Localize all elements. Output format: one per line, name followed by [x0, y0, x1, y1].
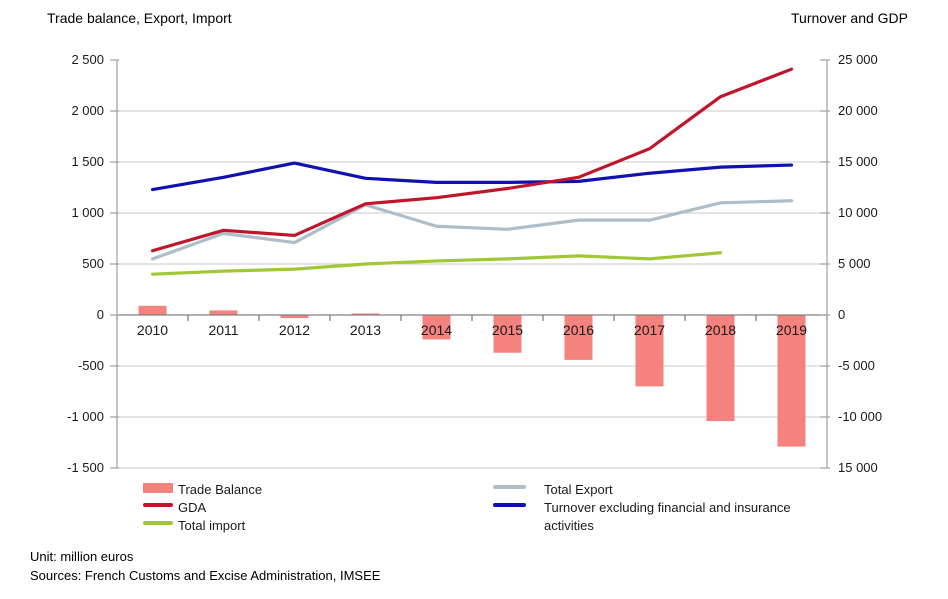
trade-balance-bar [422, 315, 451, 340]
line-gda [150, 67, 794, 253]
total-import-line-swatch-icon [143, 521, 173, 525]
right-axis-tick-label: 15 000 [838, 460, 878, 475]
unit-note: Unit: million euros [30, 549, 134, 564]
left-axis-tick-label: 2 000 [71, 103, 104, 118]
line-turnover-excluding-financial-and-insurance-activities [150, 161, 794, 192]
left-axis-tick-label: 2 500 [71, 52, 104, 67]
x-axis-label: 2012 [278, 322, 311, 338]
trade-balance-bar [493, 315, 522, 353]
trade-balance-bar [635, 315, 664, 387]
right-axis-tick-label: 20 000 [838, 103, 878, 118]
x-axis-label: 2016 [562, 322, 595, 338]
legend-label: Trade Balance [178, 482, 263, 497]
x-axis-label: 2014 [420, 322, 453, 338]
trade-balance-bar [351, 313, 380, 315]
x-axis-label: 2017 [633, 322, 666, 338]
trade-balance-bar [209, 310, 238, 315]
legend-label: Turnover excluding financial and insuran… [544, 500, 791, 533]
right-axis-tick-label: 10 000 [838, 205, 878, 220]
x-axis-label: 2010 [136, 322, 169, 338]
left-axis-tick-label: 1 000 [71, 205, 104, 220]
right-axis-title: Turnover and GDP [791, 10, 908, 26]
left-axis-title: Trade balance, Export, Import [47, 10, 232, 26]
x-axis-label: 2019 [775, 322, 808, 338]
trade-balance-bar [280, 315, 309, 319]
x-axis-label: 2018 [704, 322, 737, 338]
total-export-line-swatch-icon [493, 485, 526, 489]
left-axis-tick-label: -1 500 [67, 460, 104, 475]
left-axis-tick-label: 500 [82, 256, 104, 271]
left-axis-tick-label: -500 [77, 358, 104, 373]
x-axis-label: 2013 [349, 322, 382, 338]
x-axis-label: 2015 [491, 322, 524, 338]
trade-balance-swatch-icon [143, 483, 173, 493]
left-axis-tick-label: -1 000 [67, 409, 104, 424]
gda-line-swatch-icon [143, 503, 173, 507]
left-axis-tick-label: 0 [96, 307, 104, 322]
legend-label: GDA [178, 500, 207, 515]
trade-balance-bar [777, 315, 806, 447]
right-axis-tick-label: 0 [838, 307, 846, 322]
trade-balance-bar [138, 305, 167, 315]
left-axis-tick-label: 1 500 [71, 154, 104, 169]
legend-label: Total Export [544, 482, 613, 497]
legend-label: Total import [178, 518, 246, 533]
right-axis-tick-label: -10 000 [838, 409, 883, 424]
trade-balance-bar [706, 315, 735, 422]
right-axis-tick-label: 15 000 [838, 154, 878, 169]
turnover-line-swatch-icon [493, 503, 526, 507]
right-axis-tick-label: -5 000 [838, 358, 875, 373]
line-total-export [150, 199, 794, 261]
trade-balance-bar [564, 315, 593, 360]
right-axis-tick-label: 25 000 [838, 52, 878, 67]
x-axis-label: 2011 [208, 322, 239, 338]
line-total-import [150, 251, 723, 276]
right-axis-tick-label: 5 000 [838, 256, 871, 271]
sources-note: Sources: French Customs and Excise Admin… [30, 568, 381, 583]
